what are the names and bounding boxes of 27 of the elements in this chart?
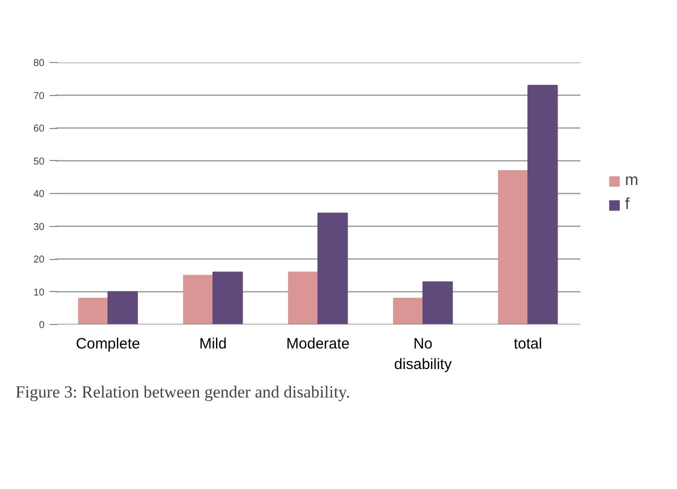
legend-label: m [625, 172, 640, 190]
y-tick-label: 50 [33, 156, 45, 168]
bar [183, 274, 214, 324]
bar [107, 291, 138, 324]
legend-label: f [625, 196, 630, 214]
x-tick-label: Mild [199, 336, 227, 352]
y-tick-label: 60 [33, 124, 45, 134]
y-tick-label: 70 [33, 90, 45, 102]
bar [317, 212, 348, 324]
bar [422, 281, 453, 324]
y-tick-label: 40 [33, 189, 45, 200]
bar [78, 298, 108, 324]
bar [498, 170, 528, 324]
bar [212, 272, 243, 324]
y-tick-label: 10 [33, 287, 45, 298]
y-tick-label: 20 [33, 254, 45, 266]
y-tick-label: 80 [33, 58, 45, 69]
x-tick-label: total [514, 336, 542, 352]
bar [288, 272, 318, 324]
bar [527, 84, 558, 324]
caption: Figure 3: Relation between gender and disability. [16, 382, 350, 402]
bar [393, 298, 424, 324]
y-tick-label: 30 [33, 222, 45, 233]
x-tick-label: No disability [394, 336, 452, 373]
x-tick-label: Moderate [286, 336, 350, 352]
y-tick-label: 0 [38, 320, 45, 331]
x-tick-label: Complete [76, 336, 140, 352]
